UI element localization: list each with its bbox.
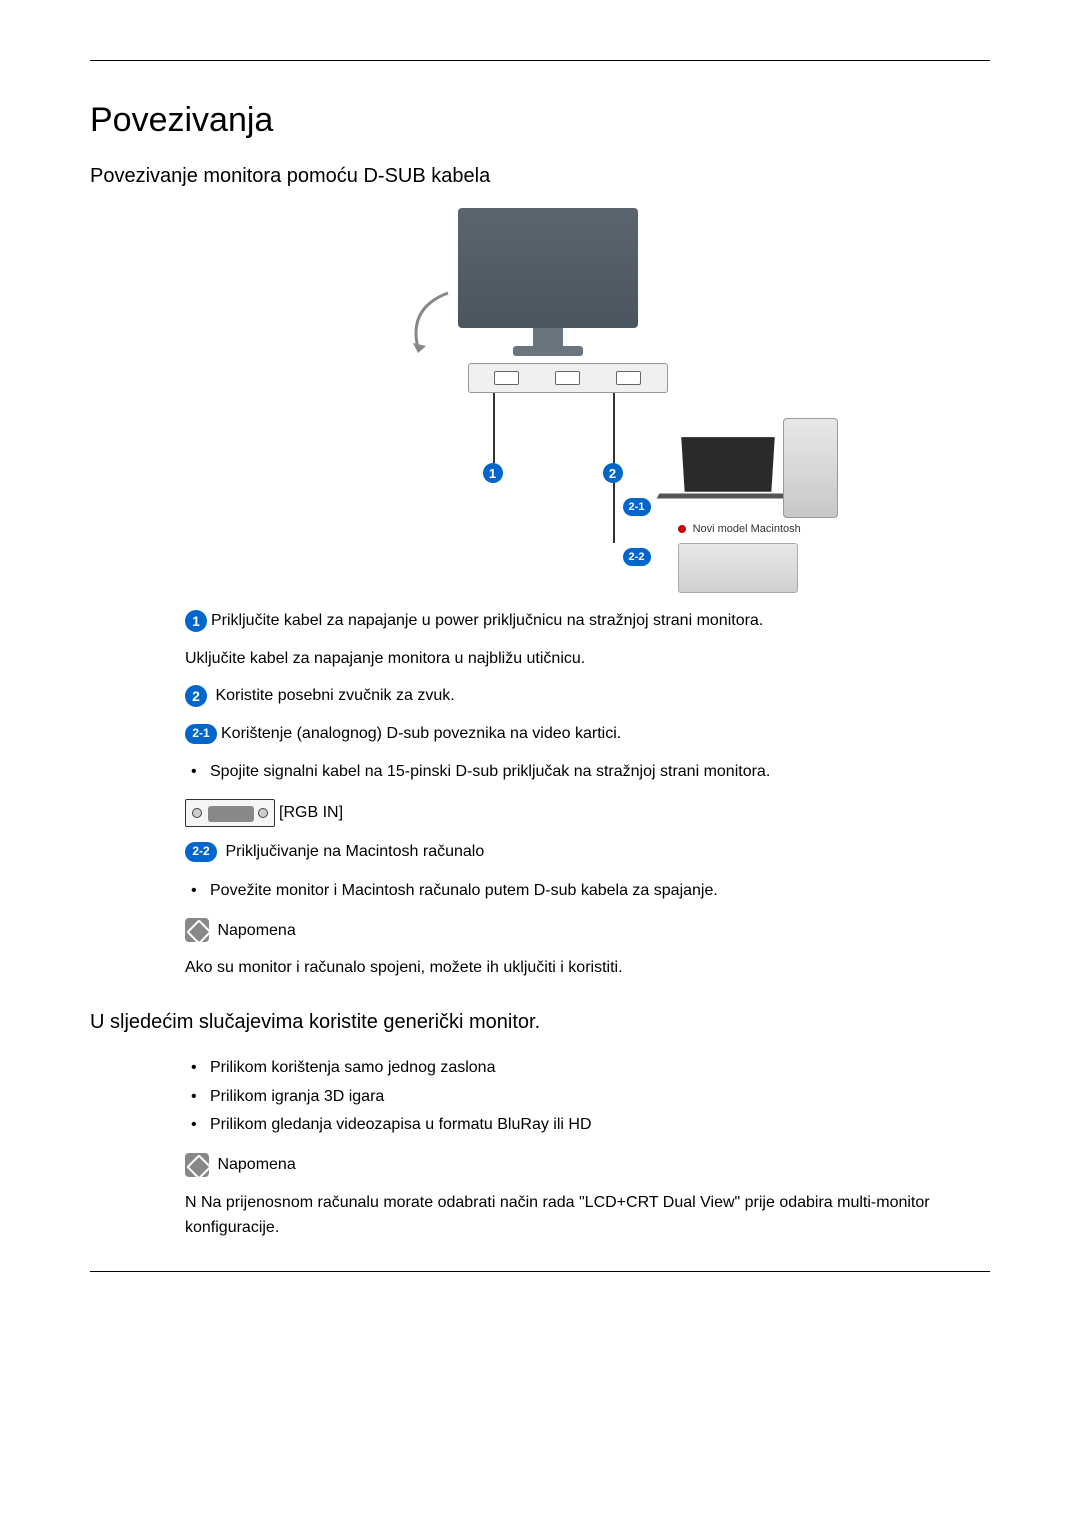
page-bottom-rule [90,1271,990,1272]
step2-para: 2 Koristite posebni zvučnik za zvuk. [185,683,990,709]
note1-para: Napomena [185,918,990,944]
laptop-graphic [658,438,798,518]
connection-diagram: 1 2 2-1 2-2 Novi model Macintosh [338,208,838,568]
badge-21-icon: 2-1 [185,724,217,744]
port-graphic [616,371,641,385]
step22-para: 2-2 Priključivanje na Macintosh računalo [185,839,990,865]
section2-bullet-2: Prilikom gledanja videozapisa u formatu … [185,1111,990,1140]
arrow-curve-icon [398,288,458,358]
note2-label: Napomena [213,1156,296,1173]
step21-para: 2-1Korištenje (analognog) D-sub poveznik… [185,721,990,747]
section1-heading: Povezivanje monitora pomoću D-SUB kabela [90,165,990,188]
section2-content: Prilikom korištenja samo jednog zaslona … [185,1054,990,1241]
cable1-graphic [493,393,495,463]
section2-bullet-1: Prilikom igranja 3D igara [185,1083,990,1112]
rgb-label-text: [RGB IN] [279,804,343,821]
section2-heading: U sljedećim slučajevima koristite generi… [90,1011,990,1034]
badge-2-icon: 2 [185,685,207,707]
note-icon [185,1153,209,1177]
diagram-badge-21: 2-1 [623,498,651,516]
note-icon [185,918,209,942]
monitor-base-graphic [513,346,583,356]
note2-text: N Na prijenosnom računalu morate odabrat… [185,1190,990,1241]
mac-label: Novi model Macintosh [678,523,801,535]
dsub-connector-icon [185,799,275,827]
mac-pc-graphic [678,543,798,593]
port-graphic [494,371,519,385]
port-panel-graphic [468,363,668,393]
badge-1-icon: 1 [185,610,207,632]
step21-bullet-list: Spojite signalni kabel na 15-pinski D-su… [185,758,990,787]
diagram-badge-2: 2 [603,463,623,483]
step2-text: Koristite posebni zvučnik za zvuk. [211,687,455,704]
badge-22-icon: 2-2 [185,842,217,862]
note1-label: Napomena [213,922,296,939]
note1-text: Ako su monitor i računalo spojeni, možet… [185,955,990,981]
diagram-badge-22: 2-2 [623,548,651,566]
step1-para: 1Priključite kabel za napajanje u power … [185,608,990,634]
step22-bullet-item: Povežite monitor i Macintosh računalo pu… [185,877,990,906]
rgb-connector-para: [RGB IN] [185,799,990,827]
section2-bullet-0: Prilikom korištenja samo jednog zaslona [185,1054,990,1083]
step1-sub-text: Uključite kabel za napajanje monitora u … [185,646,990,672]
port-graphic [555,371,580,385]
red-dot-icon [678,525,686,533]
monitor-stand-graphic [533,328,563,348]
step1-text: Priključite kabel za napajanje u power p… [211,612,763,629]
step22-text: Priključivanje na Macintosh računalo [221,843,484,860]
page-top-rule [90,60,990,61]
monitor-back-graphic [458,208,638,328]
note2-para: Napomena [185,1152,990,1178]
step21-text: Korištenje (analognog) D-sub poveznika n… [221,725,621,742]
page-title: Povezivanja [90,101,990,140]
section1-content: 1 2 2-1 2-2 Novi model Macintosh 1Priklj… [185,208,990,981]
mac-label-text: Novi model Macintosh [693,523,801,535]
desktop-pc-graphic [783,418,838,518]
step21-bullet-item: Spojite signalni kabel na 15-pinski D-su… [185,758,990,787]
step22-bullet-list: Povežite monitor i Macintosh računalo pu… [185,877,990,906]
diagram-badge-1: 1 [483,463,503,483]
section2-bullet-list: Prilikom korištenja samo jednog zaslona … [185,1054,990,1140]
